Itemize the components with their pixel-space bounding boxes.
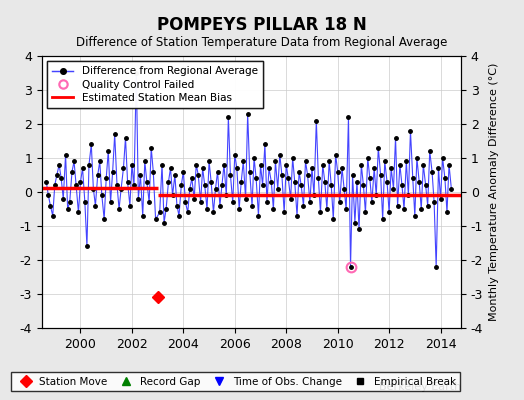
- Text: Difference of Station Temperature Data from Regional Average: Difference of Station Temperature Data f…: [77, 36, 447, 49]
- Text: POMPEYS PILLAR 18 N: POMPEYS PILLAR 18 N: [157, 16, 367, 34]
- Text: Berkeley Earth: Berkeley Earth: [379, 382, 461, 392]
- Legend: Difference from Regional Average, Quality Control Failed, Estimated Station Mean: Difference from Regional Average, Qualit…: [47, 61, 263, 108]
- Y-axis label: Monthly Temperature Anomaly Difference (°C): Monthly Temperature Anomaly Difference (…: [489, 63, 499, 321]
- Legend: Station Move, Record Gap, Time of Obs. Change, Empirical Break: Station Move, Record Gap, Time of Obs. C…: [12, 372, 460, 391]
